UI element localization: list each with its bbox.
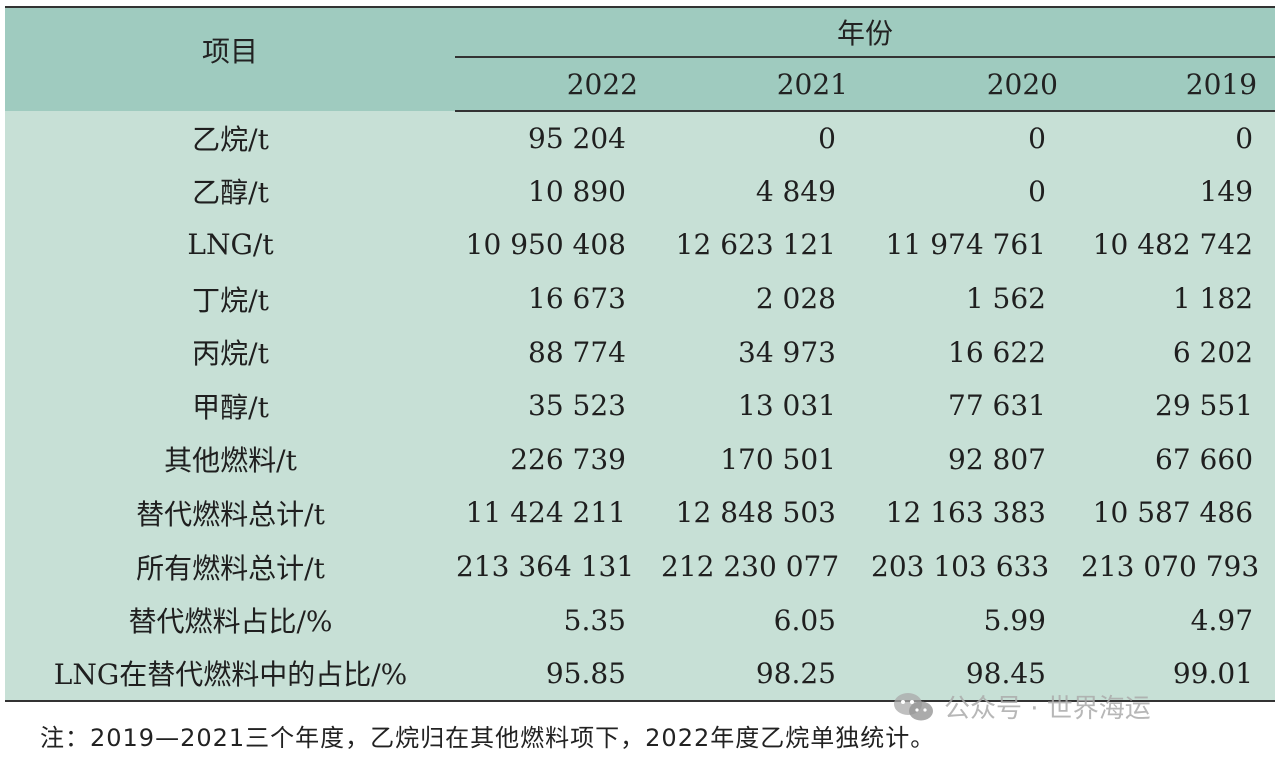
table-cell: 29 551 [1080, 378, 1276, 433]
fuel-table-container: 项目 年份 2022 2021 2020 2019 乙烷/t 95 204 0 0 0 乙… [5, 6, 1276, 702]
watermark-text: 公众号 · 世界海运 [944, 694, 1151, 724]
table-row: 其他燃料/t 226 739 170 501 92 807 67 660 [5, 432, 1276, 487]
table-cell: 0 [660, 111, 870, 165]
table-row: 所有燃料总计/t 213 364 131 212 230 077 203 103 63… [5, 539, 1276, 594]
table-cell: 99.01 [1080, 646, 1276, 702]
table-row: LNG/t 10 950 408 12 623 121 11 974 761 10 48… [5, 218, 1276, 272]
table-cell: 10 890 [455, 164, 660, 219]
table-cell: 203 103 633 [870, 539, 1080, 594]
table-cell: 2 028 [660, 271, 870, 326]
table-cell: 95 204 [455, 111, 660, 165]
table-cell: 10 950 408 [455, 218, 660, 272]
table-cell: 12 848 503 [660, 486, 870, 540]
row-label: 甲醇/t [5, 378, 455, 433]
table-cell: 16 622 [870, 325, 1080, 379]
table-cell: 6 202 [1080, 325, 1276, 379]
year-header: 2022 [455, 57, 660, 112]
row-label: 所有燃料总计/t [5, 539, 455, 594]
table-cell: 212 230 077 [660, 539, 870, 594]
row-label: 替代燃料总计/t [5, 486, 455, 540]
table-cell: 98.45 [870, 646, 1080, 702]
row-label: LNG/t [5, 218, 455, 272]
table-cell: 0 [1080, 111, 1276, 165]
table-cell: 11 424 211 [455, 486, 660, 540]
table-cell: 77 631 [870, 378, 1080, 433]
table-row: 甲醇/t 35 523 13 031 77 631 29 551 [5, 378, 1276, 433]
row-label: 其他燃料/t [5, 432, 455, 487]
year-header: 2019 [1080, 57, 1276, 112]
table-cell: 0 [870, 111, 1080, 165]
table-row: 替代燃料占比/% 5.35 6.05 5.99 4.97 [5, 593, 1276, 647]
top-rule [5, 6, 1275, 8]
fuel-consumption-table: 项目 年份 2022 2021 2020 2019 乙烷/t 95 204 0 0 0 乙… [5, 8, 1276, 702]
table-cell: 88 774 [455, 325, 660, 379]
watermark: 公众号 · 世界海运 [892, 688, 1151, 725]
year-header: 2021 [660, 57, 870, 112]
row-label: 乙醇/t [5, 164, 455, 219]
year-group-header: 年份 [455, 8, 1276, 58]
row-label: LNG在替代燃料中的占比/% [5, 646, 455, 702]
table-cell: 213 364 131 [455, 539, 660, 594]
table-row: 丙烷/t 88 774 34 973 16 622 6 202 [5, 325, 1276, 379]
table-row: 丁烷/t 16 673 2 028 1 562 1 182 [5, 271, 1276, 326]
table-cell: 1 562 [870, 271, 1080, 326]
table-cell: 10 482 742 [1080, 218, 1276, 272]
wechat-icon [894, 692, 933, 720]
table-row: 乙烷/t 95 204 0 0 0 [5, 111, 1276, 165]
table-cell: 0 [870, 164, 1080, 219]
table-cell: 34 973 [660, 325, 870, 379]
table-cell: 13 031 [660, 378, 870, 433]
table-cell: 4 849 [660, 164, 870, 219]
table-cell: 149 [1080, 164, 1276, 219]
table-cell: 16 673 [455, 271, 660, 326]
table-cell: 1 182 [1080, 271, 1276, 326]
table-cell: 67 660 [1080, 432, 1276, 487]
table-cell: 10 587 486 [1080, 486, 1276, 540]
table-cell: 98.25 [660, 646, 870, 702]
table-cell: 12 163 383 [870, 486, 1080, 540]
row-label: 丁烷/t [5, 271, 455, 326]
table-cell: 12 623 121 [660, 218, 870, 272]
table-cell: 4.97 [1080, 593, 1276, 647]
table-row: 替代燃料总计/t 11 424 211 12 848 503 12 163 383 10… [5, 486, 1276, 540]
item-column-header: 项目 [5, 8, 455, 111]
row-label: 替代燃料占比/% [5, 593, 455, 647]
table-footnote: 注：2019—2021三个年度，乙烷归在其他燃料项下，2022年度乙烷单独统计。 [40, 724, 936, 752]
table-cell: 5.99 [870, 593, 1080, 647]
table-row: 乙醇/t 10 890 4 849 0 149 [5, 164, 1276, 219]
table-cell: 95.85 [455, 646, 660, 702]
table-body: 乙烷/t 95 204 0 0 0 乙醇/t 10 890 4 849 0 149 LNG/t 10 … [5, 111, 1276, 702]
table-row: LNG在替代燃料中的占比/% 95.85 98.25 98.45 99.01 [5, 646, 1276, 702]
table-cell: 92 807 [870, 432, 1080, 487]
table-cell: 6.05 [660, 593, 870, 647]
table-cell: 11 974 761 [870, 218, 1080, 272]
year-header: 2020 [870, 57, 1080, 112]
row-label: 乙烷/t [5, 111, 455, 165]
row-label: 丙烷/t [5, 325, 455, 379]
table-cell: 170 501 [660, 432, 870, 487]
table-cell: 5.35 [455, 593, 660, 647]
table-cell: 213 070 793 [1080, 539, 1276, 594]
table-cell: 35 523 [455, 378, 660, 433]
table-cell: 226 739 [455, 432, 660, 487]
